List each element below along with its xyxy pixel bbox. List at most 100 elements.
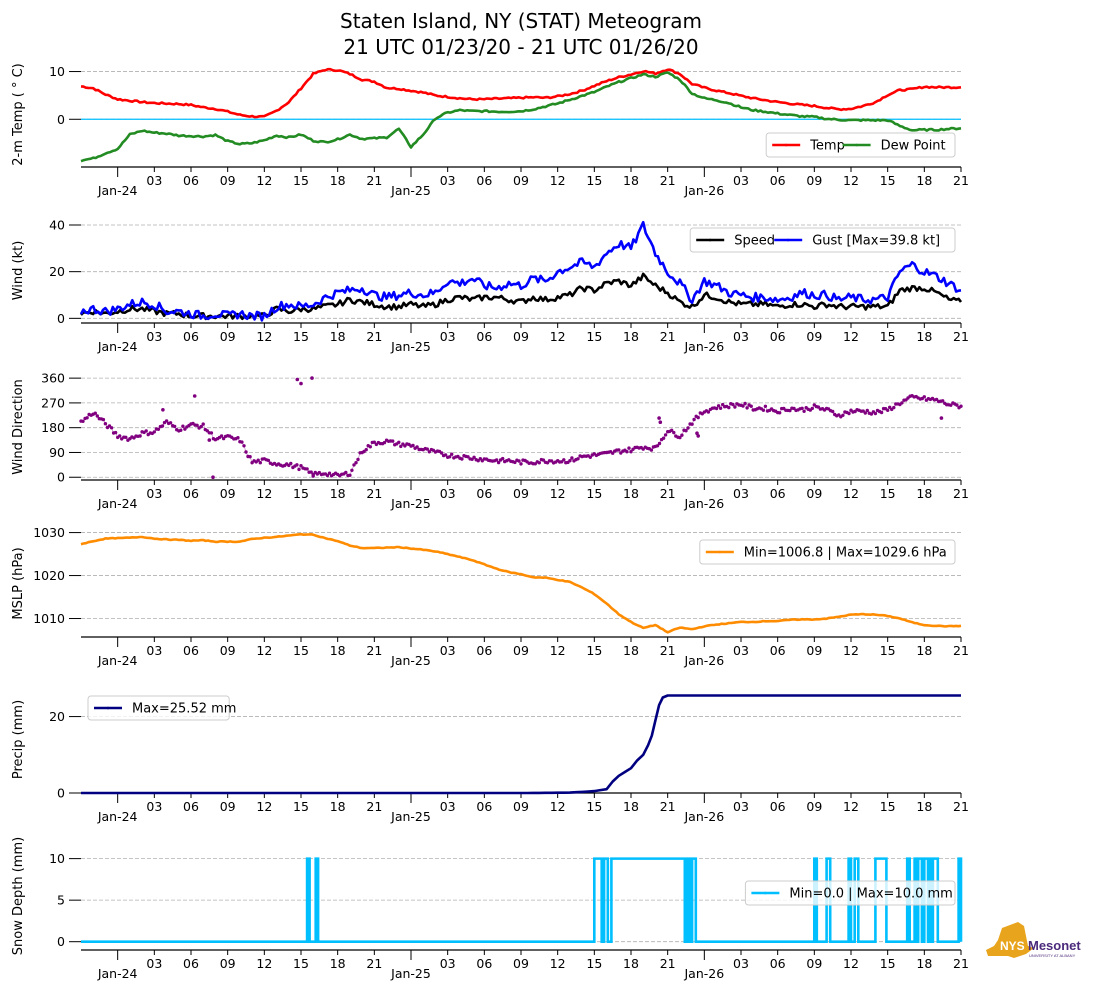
x-tick-label: 06 [476, 173, 492, 188]
panel-temperature: 0 10 2-m Temp ( ° C) Jan-24 03 06 09 12 15 18 21 Ja… [11, 63, 969, 198]
series-line-temp [80, 67, 962, 119]
x-tick-label: 12 [550, 956, 566, 971]
direction-point [886, 408, 890, 412]
x-tick-label: 12 [550, 486, 566, 501]
direction-point [810, 406, 814, 411]
series-line-gust [79, 220, 962, 322]
y-tick-label: 0 [57, 311, 65, 326]
x-tick-label: 15 [293, 956, 309, 971]
direction-point [568, 459, 572, 463]
direction-point [663, 433, 668, 437]
chart-title-line1: Staten Island, NY (STAT) Meteogram [340, 9, 702, 33]
direction-point [305, 467, 309, 471]
direction-point [670, 428, 674, 432]
x-tick-label: 15 [586, 799, 602, 814]
direction-point [348, 473, 352, 477]
direction-point [352, 463, 356, 467]
x-tick-label: 18 [623, 956, 639, 971]
x-tick-label: 09 [513, 643, 529, 658]
direction-point [299, 464, 303, 468]
direction-outlier-point [696, 434, 700, 438]
x-tick-label: 18 [916, 956, 932, 971]
x-tick-label: 15 [293, 643, 309, 658]
x-tick-label: 15 [293, 799, 309, 814]
x-tick-label: 03 [440, 643, 456, 658]
direction-point [242, 444, 246, 448]
x-tick-label: 12 [256, 486, 272, 501]
direction-point [236, 436, 240, 440]
legend-label: Max=25.52 mm [132, 702, 236, 717]
direction-point [627, 446, 631, 450]
x-tick-label: 12 [843, 956, 859, 971]
x-tick-label: 03 [733, 643, 749, 658]
x-tick-label: 21 [366, 486, 382, 501]
direction-outlier-point [310, 376, 314, 380]
y-tick-label: 20 [49, 709, 65, 724]
x-tick-label: Jan-25 [390, 183, 431, 198]
x-tick-label: 03 [733, 956, 749, 971]
direction-point [922, 395, 926, 399]
x-tick-label: 21 [953, 173, 969, 188]
direction-point [201, 422, 205, 426]
x-tick-label: 18 [623, 799, 639, 814]
direction-point [672, 430, 676, 435]
direction-point [295, 463, 299, 467]
direction-point [741, 404, 745, 408]
x-tick-label: Jan-25 [390, 496, 431, 511]
x-tick-label: 18 [623, 643, 639, 658]
direction-point [678, 435, 682, 440]
x-tick-label: 03 [440, 956, 456, 971]
direction-point [657, 441, 662, 446]
x-tick-label: 21 [953, 329, 969, 344]
x-tick-label: 03 [146, 173, 162, 188]
series-line-max=25.52 [81, 694, 961, 795]
direction-point [350, 468, 354, 472]
x-tick-label: 18 [623, 329, 639, 344]
direction-point [513, 460, 517, 465]
direction-point [95, 414, 100, 418]
direction-point [562, 458, 566, 462]
direction-point [356, 457, 360, 462]
direction-point [661, 436, 666, 440]
direction-outlier-point [211, 475, 215, 480]
x-tick-label: Jan-26 [683, 339, 724, 354]
x-tick-label: 06 [183, 486, 199, 501]
direction-point [183, 427, 187, 431]
direction-point [847, 411, 851, 416]
x-tick-label: 18 [916, 486, 932, 501]
x-tick-label: 09 [513, 799, 529, 814]
direction-point [443, 453, 448, 457]
x-tick-label: 06 [770, 956, 786, 971]
nys-mesonet-logo: NYS Mesonet UNIVERSITY AT ALBANY [986, 922, 1081, 958]
x-tick-label: 18 [623, 486, 639, 501]
y-tick-label: 0 [57, 786, 65, 801]
x-tick-label: Jan-25 [390, 966, 431, 981]
direction-outlier-point [299, 381, 303, 386]
x-tick-label: 21 [660, 799, 676, 814]
new-york-state-icon [986, 922, 1034, 958]
x-tick-label: 09 [220, 173, 236, 188]
x-tick-label: 09 [806, 799, 822, 814]
direction-point [696, 415, 700, 420]
x-tick-label: 18 [330, 329, 346, 344]
y-tick-label: 0 [57, 112, 65, 127]
direction-point [109, 426, 114, 430]
direction-point [221, 436, 226, 441]
x-tick-label: 06 [183, 956, 199, 971]
x-tick-label: 06 [183, 329, 199, 344]
direction-point [570, 456, 574, 460]
y-tick-label: 0 [57, 470, 65, 485]
x-tick-label: 03 [440, 799, 456, 814]
x-tick-label: 15 [880, 329, 896, 344]
direction-point [802, 409, 806, 413]
direction-point [101, 417, 106, 422]
legend-label: Temp [809, 139, 845, 154]
x-tick-label: 12 [550, 329, 566, 344]
direction-point [199, 424, 203, 429]
chart-title-line2: 21 UTC 01/23/20 - 21 UTC 01/26/20 [343, 35, 698, 59]
legend-marker [855, 143, 858, 147]
direction-point [537, 461, 541, 465]
direction-outlier-point [311, 472, 316, 477]
direction-point [327, 471, 332, 475]
x-tick-label: Jan-25 [390, 653, 431, 668]
